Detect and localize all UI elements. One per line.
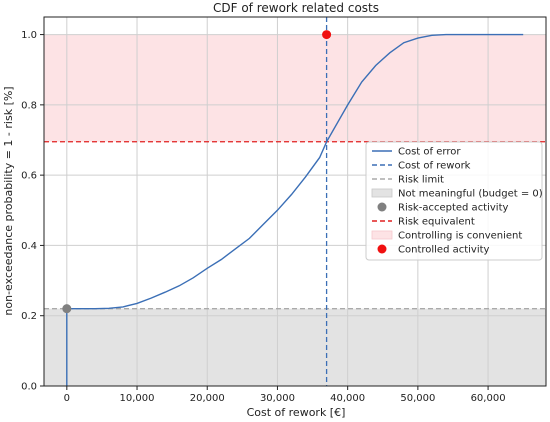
- plot-frame: [43, 16, 547, 387]
- y-tick-label: 0.8: [21, 100, 37, 111]
- y-axis-ticks: 0.0 0.2 0.4 0.6 0.8 1.0: [21, 30, 44, 393]
- risk-accepted-point: [62, 304, 72, 314]
- x-tick-label: 10,000: [120, 393, 155, 404]
- cost-of-error-line: [66, 33, 524, 386]
- legend-label-cost-of-rework: Cost of rework: [398, 161, 471, 172]
- y-tick-label: 0.2: [21, 311, 37, 322]
- chart-title: CDF of rework related costs: [213, 1, 379, 15]
- not-meaningful-span: [44, 308, 546, 386]
- legend-label-risk-accepted: Risk-accepted activity: [398, 203, 509, 214]
- y-tick-label: 0.0: [21, 382, 37, 393]
- x-tick-label: 30,000: [260, 393, 295, 404]
- x-tick-label: 50,000: [400, 393, 435, 404]
- y-tick-label: 0.6: [21, 171, 37, 182]
- y-axis-label: non-exceedance probability = 1 - risk [%…: [2, 86, 15, 315]
- x-axis-ticks: 0 10,000 20,000 30,000 40,000 50,000 60,000: [64, 386, 506, 404]
- legend: Cost of error Cost of rework Risk limit Not…: [365, 141, 543, 261]
- controlling-convenient-span: [44, 34, 546, 142]
- legend-swatch-controlling-convenient: [371, 230, 393, 240]
- x-tick-label: 40,000: [330, 393, 365, 404]
- y-tick-label: 0.4: [21, 241, 37, 252]
- shaded-regions: [44, 34, 546, 386]
- legend-swatch-risk-accepted: [377, 202, 387, 212]
- legend-label-cost-of-error: Cost of error: [398, 147, 461, 158]
- x-tick-label: 20,000: [190, 393, 225, 404]
- controlled-activity-point: [322, 30, 332, 40]
- series-points: [62, 30, 332, 314]
- legend-label-controlling-convenient: Controlling is convenient: [398, 231, 522, 242]
- legend-label-controlled-activity: Controlled activity: [398, 245, 490, 256]
- legend-box: [365, 141, 543, 261]
- legend-label-not-meaningful: Not meaningful (budget = 0): [398, 189, 543, 200]
- legend-swatch-controlled-activity: [377, 244, 387, 254]
- x-tick-label: 0: [64, 393, 70, 404]
- legend-swatch-not-meaningful: [371, 188, 393, 198]
- x-axis-label: Cost of rework [€]: [247, 406, 346, 419]
- y-tick-label: 1.0: [21, 30, 37, 41]
- legend-label-risk-limit: Risk limit: [398, 175, 444, 186]
- x-tick-label: 60,000: [471, 393, 506, 404]
- legend-label-risk-equivalent: Risk equivalent: [398, 217, 475, 228]
